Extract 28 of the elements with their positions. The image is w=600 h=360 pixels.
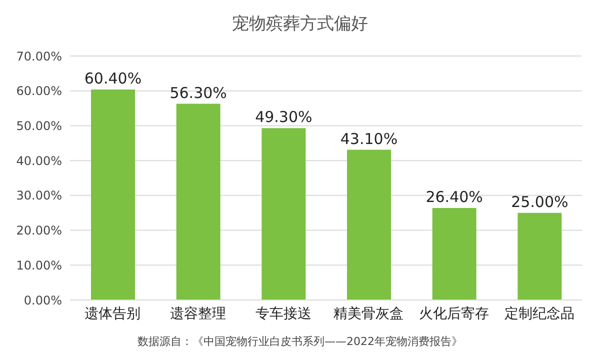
data-label: 25.00% bbox=[511, 192, 568, 211]
y-tick-label: 70.00% bbox=[16, 49, 62, 64]
y-tick-label: 60.00% bbox=[16, 84, 62, 98]
x-tick-label: 遗容整理 bbox=[170, 306, 226, 322]
data-label: 49.30% bbox=[255, 108, 312, 126]
x-tick-label: 定制纪念品 bbox=[504, 306, 574, 322]
y-tick-label: 10.00% bbox=[16, 258, 62, 272]
bar bbox=[518, 212, 562, 300]
y-tick-label: 0.00% bbox=[24, 293, 62, 308]
bar bbox=[91, 89, 135, 300]
data-label: 43.10% bbox=[340, 130, 398, 148]
y-tick-label: 30.00% bbox=[16, 188, 62, 203]
bar bbox=[176, 104, 220, 300]
x-tick-label: 火化后寄存 bbox=[419, 306, 489, 322]
text: 数据源自：《中国宠物行业白皮书系列——2022年宠物消费报告》 bbox=[136, 334, 464, 349]
bar bbox=[262, 128, 306, 300]
x-tick-label: 专车接送 bbox=[255, 306, 312, 322]
y-tick-label: 50.00% bbox=[16, 118, 62, 133]
y-tick-label: 40.00% bbox=[16, 154, 62, 168]
bar bbox=[347, 150, 391, 300]
data-label: 56.30% bbox=[170, 84, 227, 102]
y-tick-label: 20.00% bbox=[16, 224, 62, 238]
data-label: 60.40% bbox=[84, 69, 142, 88]
bar bbox=[432, 208, 476, 300]
x-tick-label: 精美骨灰盒 bbox=[334, 306, 404, 322]
x-tick-label: 遗体告别 bbox=[84, 306, 141, 322]
chart-title: 宠物殡葬方式偏好 bbox=[231, 13, 369, 35]
data-label: 26.40% bbox=[426, 188, 483, 206]
